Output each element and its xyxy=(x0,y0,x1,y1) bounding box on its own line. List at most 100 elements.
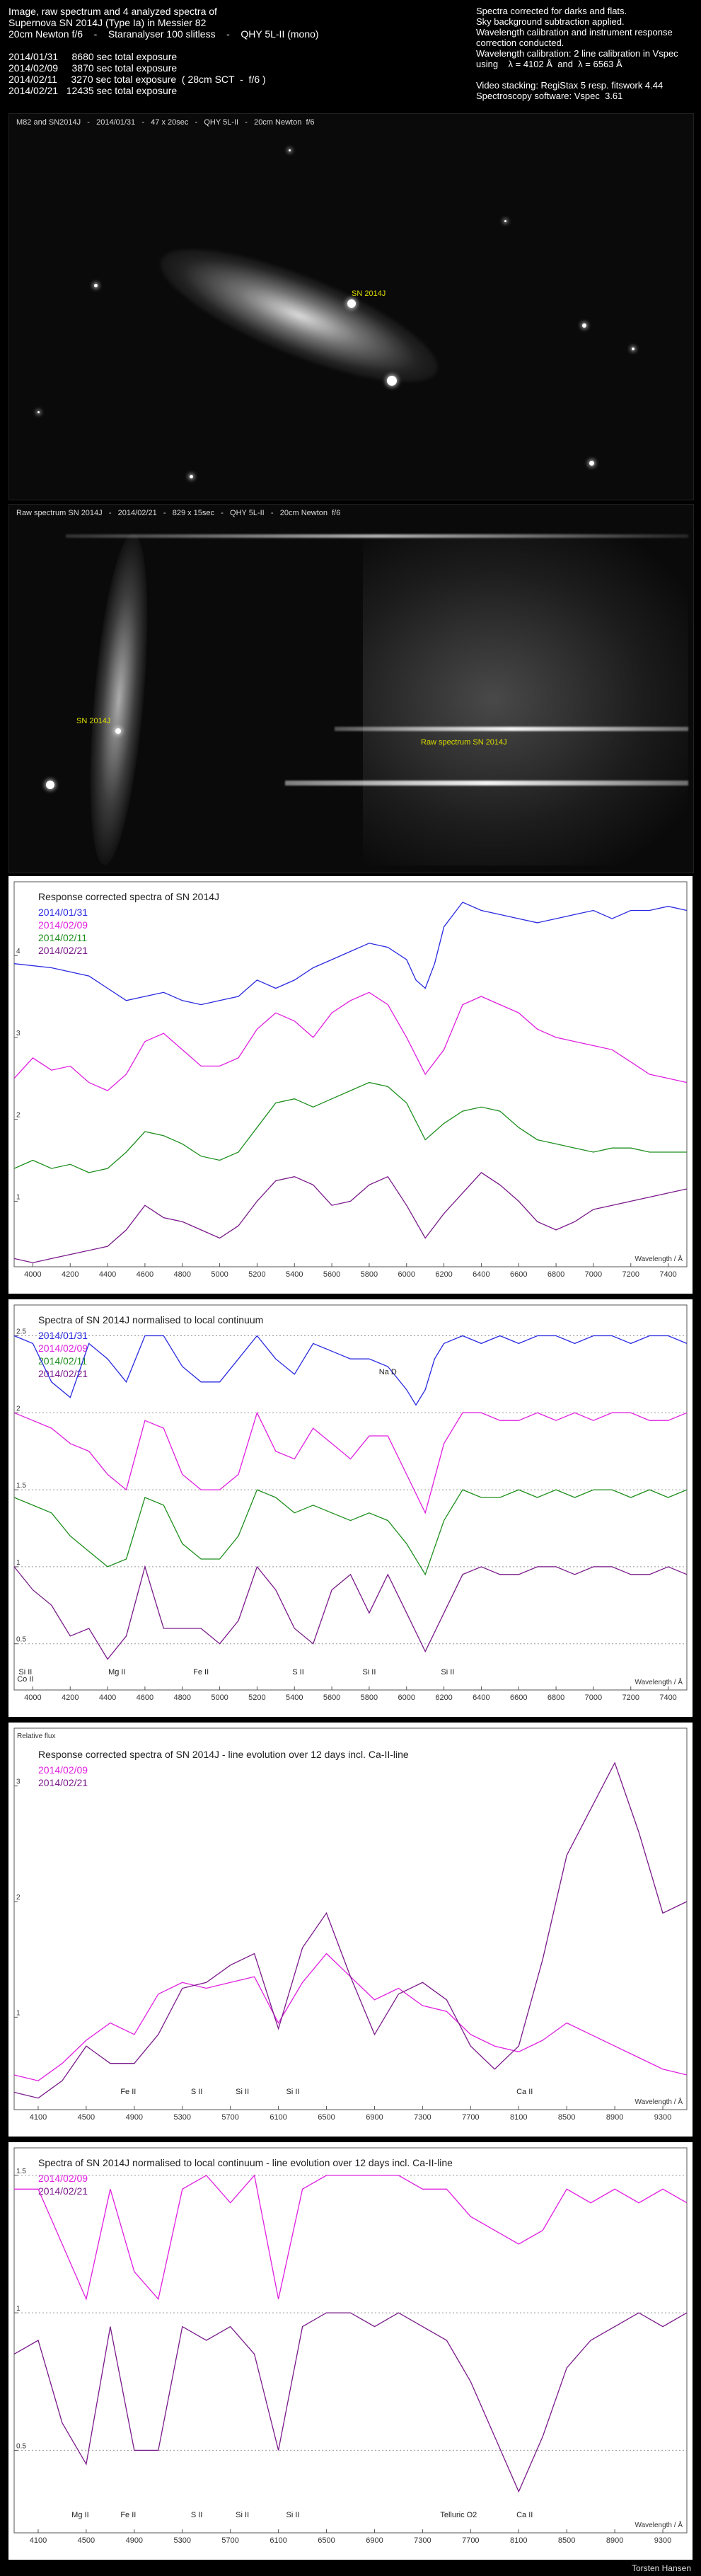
raw-spectrum-label: Raw spectrum SN 2014J xyxy=(421,738,507,747)
x-tick-label: 6000 xyxy=(398,1694,415,1702)
raw-spectrum-panel: Raw spectrum SN 2014J - 2014/02/21 - 829… xyxy=(8,504,694,873)
legend-entry: 2014/02/21 xyxy=(38,945,88,956)
x-tick-label: 4000 xyxy=(24,1270,41,1279)
legend-entry: 2014/02/09 xyxy=(38,919,88,931)
x-tick-label: 4200 xyxy=(62,1270,79,1279)
author-credit: Torsten Hansen xyxy=(631,2563,691,2573)
chart-response-corrected: 1 2 3 4 4000 4200 4400 4600 4800 5000 5200 5400 5600… xyxy=(8,876,693,1294)
field-star xyxy=(632,347,635,350)
legend-entry: 2014/02/21 xyxy=(38,1368,88,1379)
x-tick-label: 7700 xyxy=(462,2536,479,2545)
plot-frame xyxy=(13,1727,688,2110)
x-tick-label: 6100 xyxy=(270,2113,286,2122)
plot-frame xyxy=(13,881,688,1267)
field-star xyxy=(37,411,40,413)
field-star xyxy=(289,149,291,151)
line-annotation: Telluric O2 xyxy=(440,2511,477,2519)
spectrum-streak-sn xyxy=(335,727,688,731)
field-star xyxy=(582,323,586,328)
y-tick-label: 1 xyxy=(16,1559,21,1567)
x-tick-label: 7300 xyxy=(414,2113,431,2122)
line-annotation: Co II xyxy=(17,1675,33,1684)
line-annotation: Mg II xyxy=(108,1668,125,1677)
x-tick-label: 8500 xyxy=(558,2536,575,2545)
field-star xyxy=(504,220,506,222)
chart-svg: 1 2 3 4100 4500 4900 5300 5700 6100 6500 6900 7300 7… xyxy=(13,1727,688,2122)
series-line xyxy=(13,902,688,1006)
y-tick-label: 0.5 xyxy=(16,2442,26,2450)
x-axis-label: Wavelength / Å xyxy=(635,1254,683,1263)
spectrum-streak-bright xyxy=(285,781,688,786)
chart-line-evolution: 1 2 3 4100 4500 4900 5300 5700 6100 6500 6900 7300 7… xyxy=(8,1723,693,2137)
x-tick-label: 4600 xyxy=(137,1694,153,1702)
line-annotation: Fe II xyxy=(120,2511,136,2519)
series-line xyxy=(14,2174,688,2301)
y-tick-label: 1 xyxy=(16,1193,21,1201)
x-tick-label: 9300 xyxy=(654,2113,671,2122)
x-tick-label: 5800 xyxy=(361,1694,378,1702)
x-tick-label: 4400 xyxy=(99,1694,116,1702)
x-tick-label: 6600 xyxy=(510,1694,527,1702)
x-tick-label: 6200 xyxy=(435,1694,452,1702)
x-tick-label: 4100 xyxy=(30,2536,47,2545)
x-tick-label: 5700 xyxy=(221,2113,238,2122)
x-axis-label: Wavelength / Å xyxy=(635,2520,683,2529)
x-tick-label: 5600 xyxy=(323,1694,340,1702)
chart-normalised-evolution: 0.5 1 1.5 4100 4500 4900 5300 5700 6100 6500 6900 7… xyxy=(8,2142,693,2560)
x-axis-label: Wavelength / Å xyxy=(635,1677,683,1686)
x-tick-label: 4500 xyxy=(78,2113,95,2122)
chart-title: Response corrected spectra of SN 2014J xyxy=(38,891,219,902)
legend-entry: 2014/01/31 xyxy=(38,907,88,918)
legend-entry: 2014/02/21 xyxy=(38,1777,88,1788)
x-tick-label: 7200 xyxy=(622,1270,639,1279)
legend-entry: 2014/02/09 xyxy=(38,2173,88,2184)
series-line xyxy=(13,1081,687,1173)
x-tick-label: 7300 xyxy=(414,2536,431,2545)
y-tick-label: 1 xyxy=(16,2305,21,2313)
x-tick-label: 6500 xyxy=(318,2536,335,2545)
galaxy-image-caption: M82 and SN2014J - 2014/01/31 - 47 x 20se… xyxy=(16,118,315,127)
x-tick-label: 4400 xyxy=(99,1270,116,1279)
x-tick-label: 6500 xyxy=(318,2113,335,2122)
legend-entry: 2014/02/21 xyxy=(38,2185,88,2197)
field-star xyxy=(190,475,193,478)
plot-frame xyxy=(13,2147,688,2534)
x-tick-label: 8500 xyxy=(558,2113,575,2122)
line-annotation: Ca II xyxy=(516,2511,533,2519)
x-tick-label: 5000 xyxy=(211,1694,228,1702)
x-tick-label: 5600 xyxy=(323,1270,340,1279)
x-tick-label: 7400 xyxy=(659,1270,676,1279)
supernova-label: SN 2014J xyxy=(352,289,386,298)
supernova-zero-order xyxy=(115,728,121,734)
x-tick-label: 6800 xyxy=(548,1694,564,1702)
chart-normalised: 0.5 1 1.5 2 2.5 4000 4200 4400 4600 4800 5000 5200 5… xyxy=(8,1299,693,1717)
legend-entry: 2014/01/31 xyxy=(38,1330,88,1341)
x-tick-label: 6400 xyxy=(473,1270,489,1279)
x-tick-label: 7200 xyxy=(622,1694,639,1702)
line-annotation: S II xyxy=(191,2511,203,2519)
chart-svg: 1 2 3 4 4000 4200 4400 4600 4800 5000 5200 5400 5600… xyxy=(13,881,688,1279)
supernova-star xyxy=(347,299,356,308)
legend-entry: 2014/02/11 xyxy=(38,1355,87,1367)
x-tick-label: 5300 xyxy=(174,2113,191,2122)
x-tick-label: 5200 xyxy=(248,1694,265,1702)
x-tick-label: 5300 xyxy=(174,2536,191,2545)
y-tick-label: 4 xyxy=(16,948,21,955)
bright-star xyxy=(387,376,397,386)
raw-spectrum-caption: Raw spectrum SN 2014J - 2014/02/21 - 829… xyxy=(16,509,341,517)
x-tick-label: 6800 xyxy=(548,1270,564,1279)
series-line xyxy=(13,1172,688,1263)
chart-title: Response corrected spectra of SN 2014J -… xyxy=(38,1749,409,1760)
x-tick-label: 5800 xyxy=(361,1270,378,1279)
y-tick-label: 1.5 xyxy=(16,2168,26,2175)
line-annotation: Na D xyxy=(379,1368,397,1376)
x-tick-label: 6600 xyxy=(510,1270,527,1279)
header: Image, raw spectrum and 4 analyzed spect… xyxy=(0,0,701,110)
line-annotation: Si II xyxy=(286,2511,300,2519)
chart-title: Spectra of SN 2014J normalised to local … xyxy=(38,2157,453,2168)
y-tick-label: 2 xyxy=(16,1405,21,1413)
x-tick-label: 4500 xyxy=(78,2536,95,2545)
series-line xyxy=(13,1489,688,1576)
legend-entry: 2014/02/11 xyxy=(38,932,87,943)
line-annotation: Si II xyxy=(18,1668,32,1677)
